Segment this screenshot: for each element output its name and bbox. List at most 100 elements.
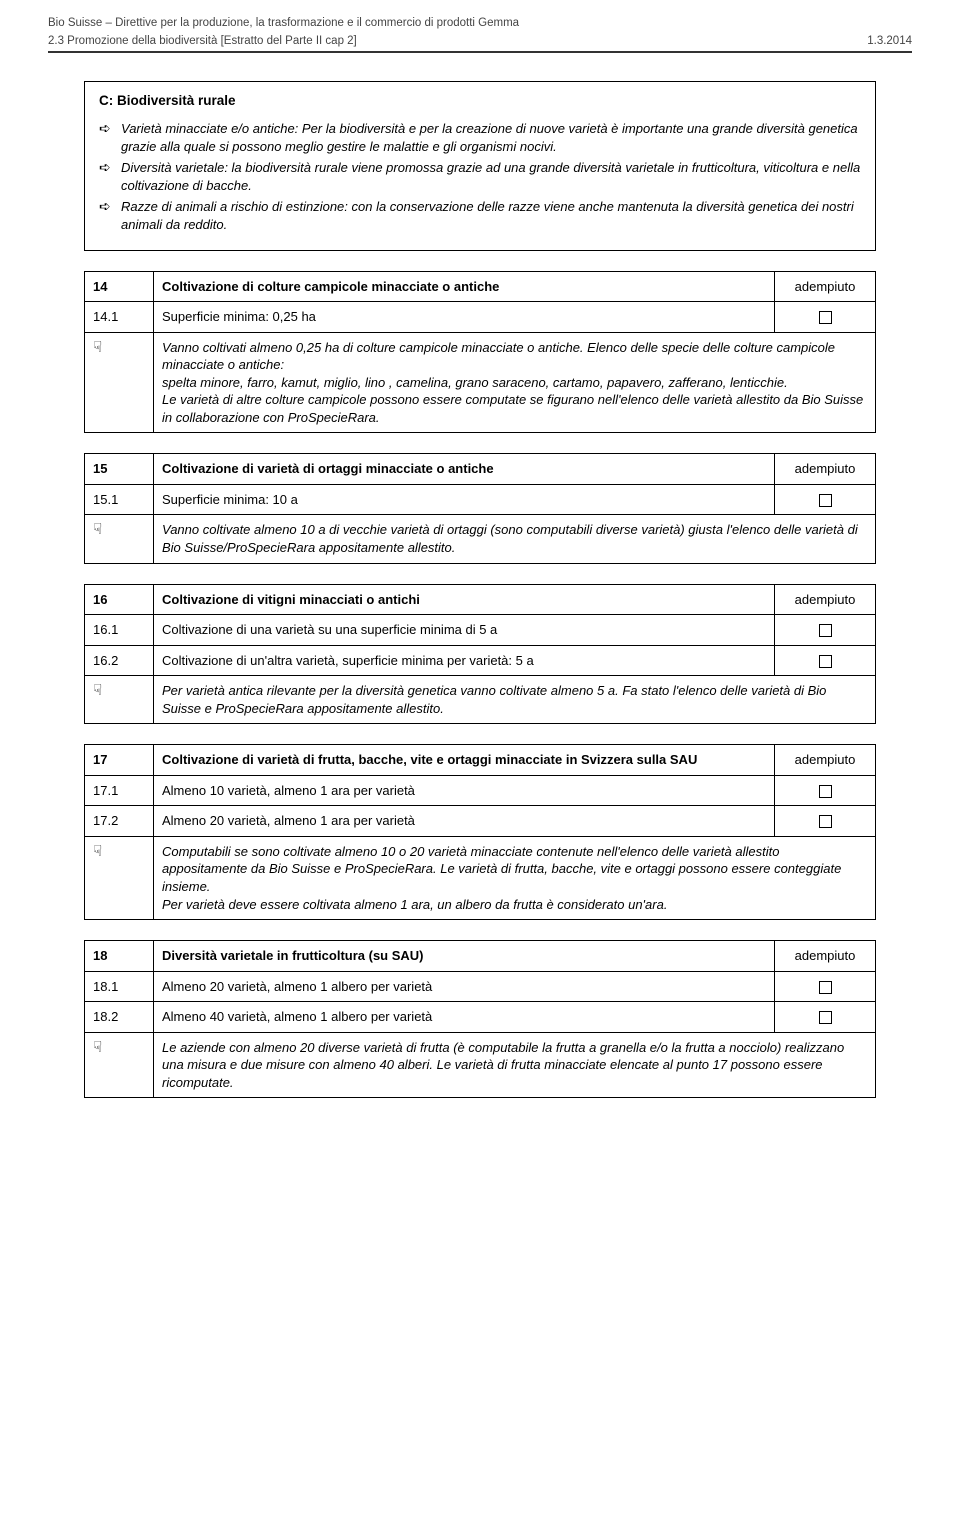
table-number: 14 bbox=[85, 271, 154, 302]
row-number: 17.2 bbox=[85, 806, 154, 837]
table-note-row: ☟ Per varietà antica rilevante per la div… bbox=[85, 676, 876, 724]
table-row: 14.1Superficie minima: 0,25 ha bbox=[85, 302, 876, 333]
table-row: 16.2Coltivazione di un'altra varietà, su… bbox=[85, 645, 876, 676]
row-number: 18.2 bbox=[85, 1002, 154, 1033]
requirement-table: 14Coltivazione di colture campicole mina… bbox=[84, 271, 876, 434]
table-title: Coltivazione di varietà di ortaggi minac… bbox=[154, 454, 775, 485]
row-text: Almeno 10 varietà, almeno 1 ara per vari… bbox=[154, 775, 775, 806]
table-row: 18.1Almeno 20 varietà, almeno 1 albero p… bbox=[85, 971, 876, 1002]
requirement-table: 17Coltivazione di varietà di frutta, bac… bbox=[84, 744, 876, 920]
bullet-text: Diversità varietale: la biodiversità rur… bbox=[121, 159, 861, 194]
bullet-item: ➪ Diversità varietale: la biodiversità r… bbox=[99, 159, 861, 194]
bullet-text: Razze di animali a rischio di estinzione… bbox=[121, 198, 861, 233]
checkbox-icon[interactable] bbox=[819, 1011, 832, 1024]
note-text: Le aziende con almeno 20 diverse varietà… bbox=[154, 1032, 876, 1098]
header-title: Bio Suisse – Direttive per la produzione… bbox=[48, 16, 519, 32]
bullet-text: Varietà minacciate e/o antiche: Per la b… bbox=[121, 120, 861, 155]
checkbox-icon[interactable] bbox=[819, 311, 832, 324]
table-header-row: 15Coltivazione di varietà di ortaggi min… bbox=[85, 454, 876, 485]
table-header-row: 16Coltivazione di vitigni minacciati o a… bbox=[85, 584, 876, 615]
header-subtitle: 2.3 Promozione della biodiversità [Estra… bbox=[48, 34, 357, 50]
table-title: Coltivazione di varietà di frutta, bacch… bbox=[154, 745, 775, 776]
table-number: 15 bbox=[85, 454, 154, 485]
row-checkbox-cell bbox=[775, 1002, 876, 1033]
checkbox-icon[interactable] bbox=[819, 494, 832, 507]
row-number: 18.1 bbox=[85, 971, 154, 1002]
table-header-row: 18Diversità varietale in frutticoltura (… bbox=[85, 941, 876, 972]
table-row: 18.2Almeno 40 varietà, almeno 1 albero p… bbox=[85, 1002, 876, 1033]
table-status-label: adempiuto bbox=[775, 271, 876, 302]
row-checkbox-cell bbox=[775, 484, 876, 515]
bullet-item: ➪ Razze di animali a rischio di estinzio… bbox=[99, 198, 861, 233]
row-checkbox-cell bbox=[775, 645, 876, 676]
row-text: Almeno 40 varietà, almeno 1 albero per v… bbox=[154, 1002, 775, 1033]
hand-icon: ☟ bbox=[93, 339, 102, 356]
note-text: Vanno coltivati almeno 0,25 ha di coltur… bbox=[154, 332, 876, 433]
hand-icon: ☟ bbox=[93, 1039, 102, 1056]
row-checkbox-cell bbox=[775, 775, 876, 806]
hand-icon: ☟ bbox=[93, 682, 102, 699]
row-text: Coltivazione di una varietà su una super… bbox=[154, 615, 775, 646]
hand-icon: ☟ bbox=[93, 843, 102, 860]
row-number: 15.1 bbox=[85, 484, 154, 515]
note-icon-cell: ☟ bbox=[85, 676, 154, 724]
row-text: Superficie minima: 10 a bbox=[154, 484, 775, 515]
table-note-row: ☟ Vanno coltivate almeno 10 a di vecchie … bbox=[85, 515, 876, 563]
section-c-box: C: Biodiversità rurale ➪ Varietà minacci… bbox=[84, 81, 876, 251]
table-note-row: ☟ Computabili se sono coltivate almeno 10… bbox=[85, 836, 876, 919]
section-c-title: C: Biodiversità rurale bbox=[99, 92, 861, 110]
table-number: 17 bbox=[85, 745, 154, 776]
row-number: 14.1 bbox=[85, 302, 154, 333]
header-line1: Bio Suisse – Direttive per la produzione… bbox=[48, 16, 912, 32]
row-text: Almeno 20 varietà, almeno 1 ara per vari… bbox=[154, 806, 775, 837]
page: Bio Suisse – Direttive per la produzione… bbox=[0, 0, 960, 1166]
header-rule bbox=[48, 51, 912, 53]
arrow-icon: ➪ bbox=[99, 159, 121, 194]
requirement-table: 18Diversità varietale in frutticoltura (… bbox=[84, 940, 876, 1098]
header-line2: 2.3 Promozione della biodiversità [Estra… bbox=[48, 34, 912, 50]
table-row: 17.2Almeno 20 varietà, almeno 1 ara per … bbox=[85, 806, 876, 837]
row-checkbox-cell bbox=[775, 971, 876, 1002]
requirement-table: 16Coltivazione di vitigni minacciati o a… bbox=[84, 584, 876, 725]
row-text: Superficie minima: 0,25 ha bbox=[154, 302, 775, 333]
checkbox-icon[interactable] bbox=[819, 981, 832, 994]
table-status-label: adempiuto bbox=[775, 454, 876, 485]
table-note-row: ☟ Vanno coltivati almeno 0,25 ha di coltu… bbox=[85, 332, 876, 433]
row-text: Almeno 20 varietà, almeno 1 albero per v… bbox=[154, 971, 775, 1002]
arrow-icon: ➪ bbox=[99, 198, 121, 233]
row-text: Coltivazione di un'altra varietà, superf… bbox=[154, 645, 775, 676]
table-status-label: adempiuto bbox=[775, 584, 876, 615]
note-icon-cell: ☟ bbox=[85, 836, 154, 919]
table-status-label: adempiuto bbox=[775, 941, 876, 972]
checkbox-icon[interactable] bbox=[819, 624, 832, 637]
row-checkbox-cell bbox=[775, 302, 876, 333]
row-number: 17.1 bbox=[85, 775, 154, 806]
table-title: Coltivazione di vitigni minacciati o ant… bbox=[154, 584, 775, 615]
row-checkbox-cell bbox=[775, 615, 876, 646]
note-icon-cell: ☟ bbox=[85, 1032, 154, 1098]
bullet-list: ➪ Varietà minacciate e/o antiche: Per la… bbox=[99, 120, 861, 233]
bullet-item: ➪ Varietà minacciate e/o antiche: Per la… bbox=[99, 120, 861, 155]
checkbox-icon[interactable] bbox=[819, 655, 832, 668]
header-date: 1.3.2014 bbox=[867, 34, 912, 50]
table-header-row: 14Coltivazione di colture campicole mina… bbox=[85, 271, 876, 302]
checkbox-icon[interactable] bbox=[819, 815, 832, 828]
row-number: 16.2 bbox=[85, 645, 154, 676]
note-text: Computabili se sono coltivate almeno 10 … bbox=[154, 836, 876, 919]
table-header-row: 17Coltivazione di varietà di frutta, bac… bbox=[85, 745, 876, 776]
table-row: 15.1Superficie minima: 10 a bbox=[85, 484, 876, 515]
table-title: Diversità varietale in frutticoltura (su… bbox=[154, 941, 775, 972]
note-text: Per varietà antica rilevante per la dive… bbox=[154, 676, 876, 724]
checkbox-icon[interactable] bbox=[819, 785, 832, 798]
table-title: Coltivazione di colture campicole minacc… bbox=[154, 271, 775, 302]
note-icon-cell: ☟ bbox=[85, 332, 154, 433]
table-number: 16 bbox=[85, 584, 154, 615]
hand-icon: ☟ bbox=[93, 521, 102, 538]
row-number: 16.1 bbox=[85, 615, 154, 646]
note-icon-cell: ☟ bbox=[85, 515, 154, 563]
requirement-table: 15Coltivazione di varietà di ortaggi min… bbox=[84, 453, 876, 563]
row-checkbox-cell bbox=[775, 806, 876, 837]
note-text: Vanno coltivate almeno 10 a di vecchie v… bbox=[154, 515, 876, 563]
arrow-icon: ➪ bbox=[99, 120, 121, 155]
table-row: 17.1Almeno 10 varietà, almeno 1 ara per … bbox=[85, 775, 876, 806]
